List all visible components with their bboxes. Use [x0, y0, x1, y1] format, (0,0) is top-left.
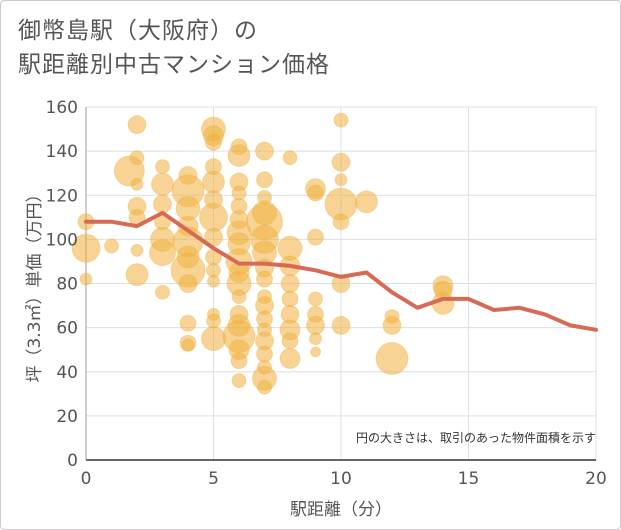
y-tick-label: 80	[56, 275, 78, 295]
x-tick-label: 15	[458, 469, 480, 489]
chart-title-line1: 御幣島駅（大阪府）の	[18, 18, 258, 44]
bubble-point	[257, 379, 272, 395]
bubble-point	[281, 290, 299, 308]
average-price-line	[84, 210, 598, 332]
bubble-point	[307, 228, 324, 246]
bubble-point	[334, 173, 348, 187]
y-tick-label: 160	[46, 98, 78, 118]
bubble-point	[331, 315, 351, 335]
x-tick-label: 20	[585, 469, 607, 489]
bubble-point	[231, 373, 247, 389]
y-tick-label: 140	[46, 142, 78, 162]
bubble-point	[199, 202, 228, 232]
bubble-point	[307, 184, 324, 202]
average-line-group	[84, 210, 598, 332]
bubble-point	[231, 289, 247, 305]
bubble-point	[79, 272, 93, 286]
bubble-point	[113, 155, 145, 187]
bubble-point	[205, 133, 222, 151]
x-axis-label: 駅距離（分）	[290, 500, 392, 520]
chart-title-line2: 駅距離別中古マンション価格	[18, 52, 330, 78]
bubble-point	[130, 243, 144, 257]
bubble-point	[331, 152, 351, 172]
bubble-point	[179, 314, 197, 332]
bubble-point	[155, 284, 170, 300]
bubble-point	[227, 144, 251, 168]
bubble-point	[206, 313, 221, 329]
bubble-point	[230, 352, 248, 370]
bubble-point	[282, 150, 298, 166]
bubble-point	[310, 346, 321, 358]
bubble-point	[279, 348, 301, 370]
bubble-point	[332, 213, 350, 231]
tick-labels: 0 5 10 15 20 0 20 40 60 80 100 120 140 160	[46, 98, 607, 489]
y-tick-label: 0	[67, 451, 78, 471]
bubble-point	[155, 159, 170, 175]
bubble-point	[256, 345, 273, 363]
bubble-point	[149, 239, 176, 267]
bubble-point	[207, 274, 220, 288]
bubble-point	[331, 274, 351, 293]
y-tick-label: 20	[56, 407, 78, 427]
bubble-point	[151, 172, 174, 196]
x-tick-label: 0	[81, 469, 92, 489]
bubble-point	[153, 194, 172, 214]
size-annotation: 円の大きさは、取引のあった物件面積を示す	[356, 430, 596, 445]
bubble-point	[202, 170, 225, 194]
bubble-point	[281, 332, 299, 350]
y-axis-label: 坪（3.3㎡）単価（万円）	[25, 185, 45, 382]
bubble-point	[181, 338, 195, 352]
y-tick-label: 60	[56, 319, 78, 339]
bubble-point	[201, 326, 226, 352]
bubble-point	[71, 233, 101, 263]
bubble-point	[308, 291, 323, 307]
x-tick-label: 10	[330, 469, 352, 489]
bubble-point	[127, 115, 147, 135]
bubble-point	[104, 238, 119, 254]
bubble-point	[280, 274, 300, 293]
chart-title: 御幣島駅（大阪府）の 駅距離別中古マンション価格	[18, 14, 330, 82]
y-tick-label: 100	[46, 230, 78, 250]
y-tick-label: 120	[46, 186, 78, 206]
bubble-point	[255, 141, 274, 161]
bubble-point	[256, 171, 273, 189]
bubble-point	[256, 270, 273, 288]
bubble-point	[333, 112, 349, 128]
bubble-point	[306, 315, 325, 335]
y-tick-label: 40	[56, 363, 78, 383]
bubble-point	[355, 190, 378, 214]
bubble-series	[71, 112, 455, 395]
bubble-point	[309, 332, 322, 346]
bubble-point	[375, 342, 409, 376]
bubble-point	[125, 263, 149, 287]
bubble-point	[382, 315, 402, 335]
x-tick-label: 5	[208, 469, 219, 489]
bubble-point	[178, 274, 198, 293]
